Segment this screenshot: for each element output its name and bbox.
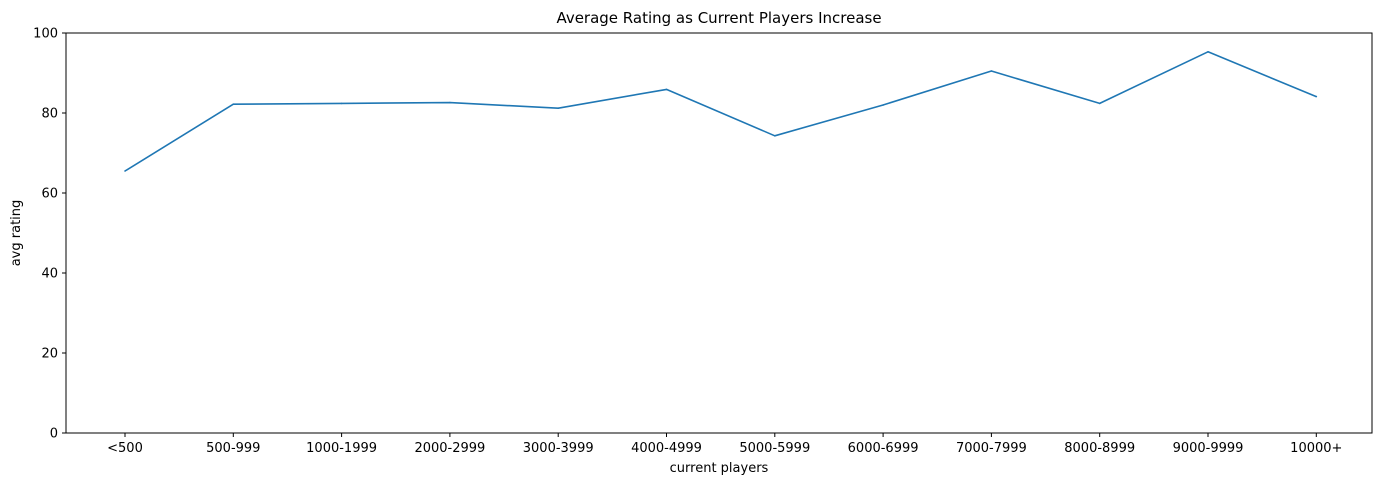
- x-axis-label: current players: [670, 461, 769, 476]
- y-tick-label: 20: [41, 347, 58, 362]
- y-tick-label: 40: [41, 267, 58, 282]
- x-tick-label: 10000+: [1290, 441, 1342, 456]
- plot-area: 0 20 40 60 80 100 <500 500-999 1000-1999 2000-299…: [33, 27, 1373, 456]
- data-point: [665, 88, 668, 91]
- data-point: [124, 170, 126, 172]
- x-tick-label: 7000-7999: [956, 441, 1027, 456]
- data-point: [1098, 102, 1101, 105]
- chart-title: Average Rating as Current Players Increa…: [556, 9, 881, 27]
- y-tick-label: 80: [41, 107, 58, 122]
- y-tick-label: 100: [33, 27, 58, 42]
- y-tick-label: 60: [41, 187, 58, 202]
- x-tick-label: <500: [107, 441, 143, 456]
- data-point: [990, 70, 993, 72]
- data-point: [449, 101, 451, 104]
- x-tick-label: 3000-3999: [523, 441, 594, 456]
- y-tick-label: 0: [50, 427, 58, 442]
- x-tick-label: 1000-1999: [306, 441, 377, 456]
- x-tick-label: 6000-6999: [848, 441, 919, 456]
- x-tick-label: 9000-9999: [1173, 441, 1244, 456]
- series-line: [124, 50, 1317, 172]
- data-point: [1207, 51, 1209, 53]
- data-point: [232, 103, 235, 105]
- axes-frame: [65, 32, 1373, 434]
- x-tick-label: 8000-8999: [1064, 441, 1135, 456]
- x-tick-label: 2000-2999: [414, 441, 485, 456]
- x-tick-label: 5000-5999: [739, 441, 810, 456]
- y-axis-label: avg rating: [9, 200, 24, 267]
- data-point: [882, 104, 884, 106]
- data-point: [1315, 95, 1318, 98]
- data-point: [340, 102, 343, 105]
- x-tick-label: 500-999: [206, 441, 260, 456]
- data-point: [774, 135, 776, 137]
- data-point: [557, 107, 559, 109]
- x-tick-label: 4000-4999: [631, 441, 702, 456]
